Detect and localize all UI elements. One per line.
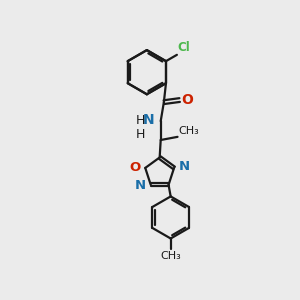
Text: O: O [129, 161, 141, 174]
Text: N: N [179, 160, 190, 173]
Text: H: H [136, 113, 146, 127]
Text: H: H [136, 128, 146, 141]
Text: CH₃: CH₃ [160, 251, 181, 261]
Text: CH₃: CH₃ [178, 126, 199, 136]
Text: O: O [182, 93, 194, 107]
Text: N: N [142, 113, 154, 127]
Text: N: N [135, 179, 146, 192]
Text: Cl: Cl [178, 41, 190, 54]
